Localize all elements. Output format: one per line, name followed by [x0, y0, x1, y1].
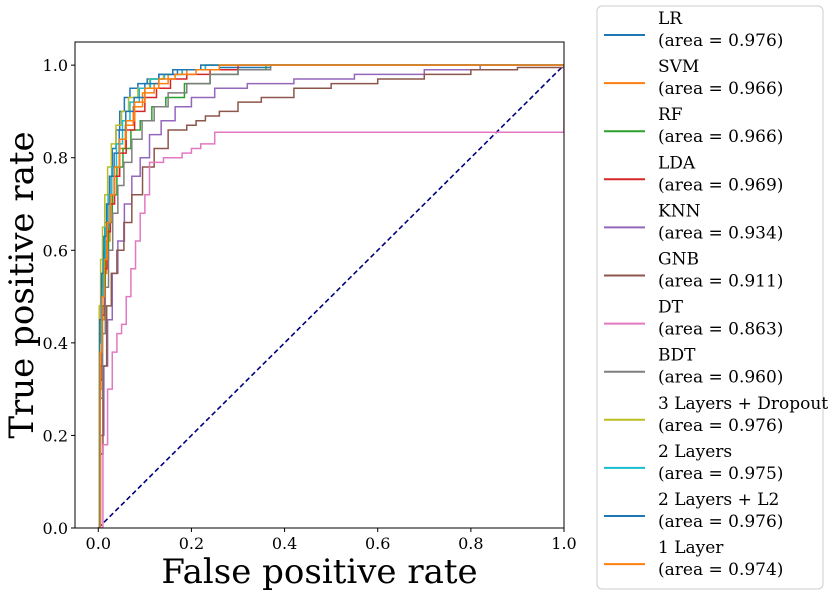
- legend-area-label: (area = 0.960): [658, 368, 783, 388]
- legend-area-label: (area = 0.863): [658, 320, 783, 340]
- legend-entry-bdt: BDT(area = 0.960): [604, 346, 783, 388]
- legend-entry-gnb: GNB(area = 0.911): [604, 250, 783, 292]
- y-tick-label: 0.2: [43, 426, 68, 445]
- legend-frame: [596, 5, 824, 590]
- series-line-dt: [98, 65, 564, 528]
- legend-entry-2-layers: 2 Layers(area = 0.975): [604, 442, 783, 484]
- y-tick-label: 0.4: [43, 334, 68, 353]
- legend-area-label: (area = 0.934): [658, 223, 783, 243]
- x-tick-label: 0.4: [272, 534, 297, 553]
- legend-label: 3 Layers + Dropout: [658, 394, 828, 414]
- legend-entry-1-layer: 1 Layer(area = 0.974): [604, 538, 783, 580]
- legend-area-label: (area = 0.969): [658, 175, 783, 195]
- plot-area: [74, 41, 565, 529]
- legend-entry-lda: LDA(area = 0.969): [604, 153, 783, 195]
- series-line-lda: [98, 64, 564, 528]
- x-tick-label: 0.2: [179, 534, 204, 553]
- series-line-knn: [98, 64, 564, 528]
- legend-entry-rf: RF(area = 0.966): [604, 105, 783, 147]
- legend-label: RF: [658, 105, 683, 125]
- x-tick-label: 0.0: [86, 534, 111, 553]
- legend-area-label: (area = 0.976): [658, 416, 783, 436]
- legend-entry-dt: DT(area = 0.863): [604, 298, 783, 340]
- series-line-1-layer: [98, 64, 564, 528]
- x-tick-label: 1.0: [551, 534, 576, 553]
- y-tick-label: 0.6: [43, 241, 68, 260]
- legend-area-label: (area = 0.975): [658, 464, 783, 484]
- legend-label: 2 Layers + L2: [658, 490, 779, 510]
- legend-area-label: (area = 0.976): [658, 31, 783, 51]
- legend-label: KNN: [658, 201, 701, 221]
- legend-entries: LR(area = 0.976)SVM(area = 0.966)RF(area…: [604, 9, 828, 580]
- legend-area-label: (area = 0.966): [658, 127, 783, 147]
- legend-label: DT: [658, 298, 684, 318]
- legend-entry-2-layers-l2: 2 Layers + L2(area = 0.976): [604, 490, 783, 532]
- y-axis-title: True positive rate: [2, 131, 42, 438]
- y-tick-label: 1.0: [43, 56, 68, 75]
- legend-entry-svm: SVM(area = 0.966): [604, 57, 783, 99]
- legend-label: BDT: [658, 346, 696, 366]
- legend-label: SVM: [658, 57, 699, 77]
- ticks-layer: 0.0 0.2 0.4 0.6 0.8 1.0 0.0 0.2 0.4 0.6 0.8 1.0: [43, 56, 577, 553]
- plot-frame: [74, 41, 565, 529]
- legend-entry-lr: LR(area = 0.976): [604, 9, 783, 51]
- x-tick-label: 0.8: [458, 534, 483, 553]
- series-line-bdt: [98, 64, 564, 528]
- legend-area-label: (area = 0.911): [658, 272, 783, 292]
- series-line-gnb: [98, 65, 564, 528]
- legend-area-label: (area = 0.976): [658, 512, 783, 532]
- legend-label: GNB: [658, 250, 699, 270]
- legend-area-label: (area = 0.966): [658, 79, 783, 99]
- x-tick-label: 0.6: [365, 534, 390, 553]
- x-axis-title: False positive rate: [161, 552, 477, 592]
- diagonal-chance-line: [97, 64, 564, 528]
- legend-label: LR: [658, 9, 683, 29]
- legend-entry-knn: KNN(area = 0.934): [604, 201, 783, 243]
- legend-label: 2 Layers: [658, 442, 732, 462]
- y-tick-label: 0.8: [43, 149, 68, 168]
- legend-label: 1 Layer: [658, 538, 724, 558]
- y-tick-label: 0.0: [43, 519, 68, 538]
- series-layer: [97, 64, 564, 528]
- legend: LR(area = 0.976)SVM(area = 0.966)RF(area…: [596, 5, 828, 590]
- legend-entry-3-layers-dropout: 3 Layers + Dropout(area = 0.976): [604, 394, 828, 436]
- legend-area-label: (area = 0.974): [658, 560, 783, 580]
- legend-label: LDA: [658, 153, 696, 173]
